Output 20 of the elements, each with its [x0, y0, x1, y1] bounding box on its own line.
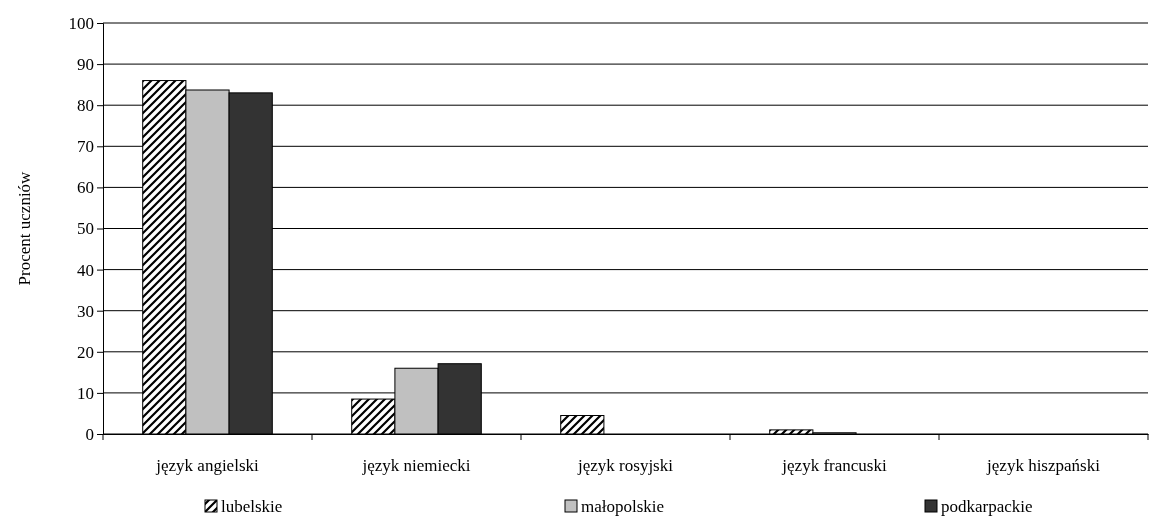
y-tick-label: 80 — [77, 96, 94, 116]
y-tick-label: 30 — [77, 301, 94, 321]
y-tick-label: 60 — [77, 178, 94, 198]
x-tick-label: język angielski — [155, 456, 259, 475]
x-tick-label: język niemiecki — [361, 456, 471, 475]
x-tick-label: język rosyjski — [577, 456, 674, 475]
y-tick-label: 70 — [77, 137, 94, 157]
y-tick-label: 0 — [85, 424, 94, 444]
y-tick-label: 20 — [77, 342, 94, 362]
x-tick-label: język hiszpański — [986, 456, 1101, 475]
y-axis-title: Procent uczniów — [15, 170, 34, 286]
y-tick-label: 90 — [77, 55, 94, 75]
legend-label: podkarpackie — [941, 497, 1033, 516]
x-tick-label: język francuski — [781, 456, 887, 475]
y-tick-label: 50 — [77, 219, 94, 239]
legend-label: małopolskie — [581, 497, 665, 516]
y-tick-label: 40 — [77, 260, 94, 280]
legend-label: lubelskie — [221, 497, 283, 516]
y-tick-label: 10 — [77, 383, 94, 403]
y-tick-label: 100 — [68, 13, 94, 33]
